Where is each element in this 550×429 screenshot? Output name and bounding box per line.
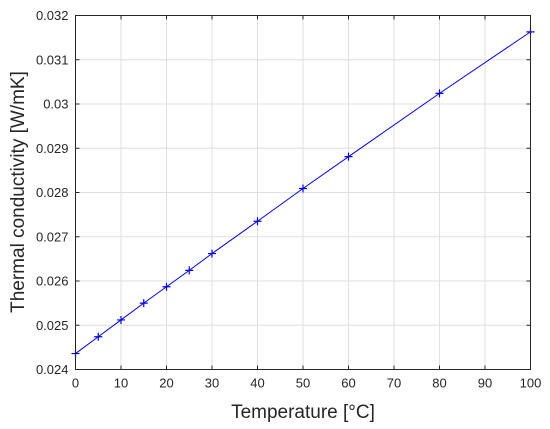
y-tick-label: 0.032 [36, 8, 69, 23]
axis-ticks [75, 15, 531, 370]
series-line-path [75, 31, 531, 354]
x-tick-label: 20 [159, 376, 173, 391]
x-tick-label: 30 [205, 376, 219, 391]
y-tick-label: 0.03 [43, 97, 68, 112]
plot-frame [75, 15, 531, 370]
x-tick-label: 50 [296, 376, 310, 391]
data-point-marker [435, 89, 444, 98]
x-tick-label: 90 [478, 376, 492, 391]
x-tick-label: 100 [520, 376, 542, 391]
x-axis-title: Temperature [°C] [231, 402, 375, 423]
series-line [75, 31, 531, 354]
data-point-marker [344, 152, 353, 161]
x-tick-label: 80 [432, 376, 446, 391]
x-tick-label: 40 [250, 376, 264, 391]
y-tick-labels: 0.024 0.025 0.026 0.027 0.028 0.029 0.03 0.031 0… [36, 8, 69, 377]
y-tick-label: 0.031 [36, 52, 69, 67]
data-point-marker [162, 282, 171, 291]
y-tick-label: 0.027 [36, 229, 69, 244]
x-tick-label: 0 [72, 376, 79, 391]
x-tick-label: 70 [387, 376, 401, 391]
y-tick-label: 0.028 [36, 185, 69, 200]
y-tick-label: 0.029 [36, 141, 69, 156]
x-tick-labels: 0 10 20 30 40 50 60 70 80 90 100 [72, 376, 541, 391]
data-point-marker [94, 332, 103, 341]
data-point-marker [208, 249, 216, 258]
y-axis-title: Thermal conductivity [W/mK] [8, 71, 29, 313]
y-tick-label: 0.025 [36, 318, 69, 333]
data-point-marker [253, 217, 262, 226]
data-point-marker [185, 266, 194, 275]
data-point-marker [117, 315, 125, 324]
data-point-marker [139, 299, 148, 308]
y-tick-label: 0.024 [36, 362, 69, 377]
y-tick-label: 0.026 [36, 274, 69, 289]
x-tick-label: 10 [114, 376, 128, 391]
data-point-marker [299, 184, 307, 193]
x-tick-label: 60 [341, 376, 355, 391]
